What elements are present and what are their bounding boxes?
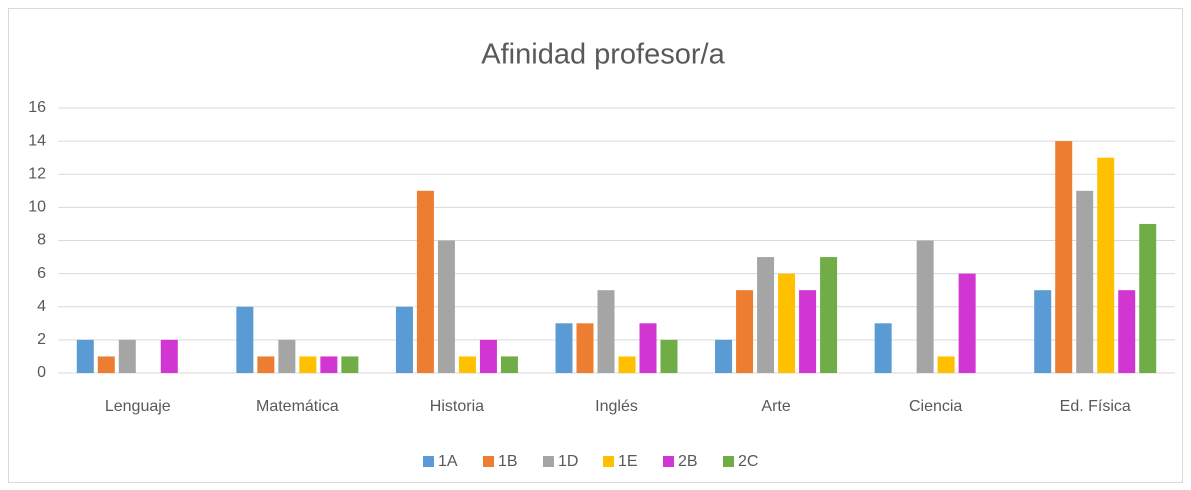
y-tick-label: 14 <box>28 132 46 149</box>
legend-label: 1E <box>618 453 638 470</box>
legend-swatch <box>543 456 554 467</box>
bar <box>118 339 136 373</box>
legend-label: 1A <box>438 453 458 470</box>
legend-swatch <box>423 456 434 467</box>
bar <box>757 257 775 373</box>
bar <box>76 339 94 373</box>
bar <box>1034 290 1052 373</box>
legend-swatch <box>483 456 494 467</box>
bar <box>416 190 434 373</box>
bar <box>618 356 636 373</box>
bar <box>736 290 754 373</box>
bar <box>597 290 615 373</box>
y-tick-label: 2 <box>37 331 46 348</box>
legend-label: 2C <box>738 453 758 470</box>
bar <box>97 356 115 373</box>
bar <box>1139 223 1157 373</box>
bar <box>958 273 976 373</box>
y-tick-label: 0 <box>37 364 46 381</box>
bar <box>820 257 838 373</box>
bar <box>1118 290 1136 373</box>
bar <box>1097 157 1115 373</box>
x-tick-label: Arte <box>761 398 790 415</box>
bar <box>555 323 573 373</box>
legend-label: 1B <box>498 453 518 470</box>
legend-swatch <box>663 456 674 467</box>
chart-border <box>8 8 1183 483</box>
x-tick-label: Matemática <box>256 398 339 415</box>
y-tick-label: 8 <box>37 232 46 249</box>
bar <box>160 339 178 373</box>
bar <box>341 356 359 373</box>
bar <box>576 323 594 373</box>
bar <box>639 323 657 373</box>
x-tick-label: Inglés <box>595 398 638 415</box>
bar <box>299 356 317 373</box>
bar <box>236 306 254 373</box>
y-tick-label: 16 <box>28 99 46 116</box>
bar <box>1076 190 1094 373</box>
bar <box>715 339 733 373</box>
legend-swatch <box>723 456 734 467</box>
x-tick-label: Lenguaje <box>105 398 171 415</box>
legend-swatch <box>603 456 614 467</box>
bar <box>799 290 817 373</box>
bar <box>278 339 296 373</box>
legend-label: 2B <box>678 453 698 470</box>
chart-title: Afinidad profesor/a <box>481 39 725 71</box>
y-tick-label: 6 <box>37 265 46 282</box>
bar <box>874 323 892 373</box>
bar <box>257 356 275 373</box>
y-tick-label: 12 <box>28 165 46 182</box>
bar <box>500 356 518 373</box>
bar <box>437 240 455 373</box>
bar <box>395 306 413 373</box>
x-tick-label: Ed. Física <box>1060 398 1131 415</box>
x-tick-label: Ciencia <box>909 398 962 415</box>
bar <box>660 339 678 373</box>
x-tick-label: Historia <box>430 398 484 415</box>
bar <box>1055 141 1073 373</box>
bar <box>320 356 338 373</box>
y-tick-label: 10 <box>28 199 46 216</box>
bar <box>458 356 476 373</box>
y-tick-label: 4 <box>37 298 46 315</box>
legend-label: 1D <box>558 453 578 470</box>
bar <box>778 273 796 373</box>
bar <box>479 339 497 373</box>
bar <box>937 356 955 373</box>
bar <box>916 240 934 373</box>
